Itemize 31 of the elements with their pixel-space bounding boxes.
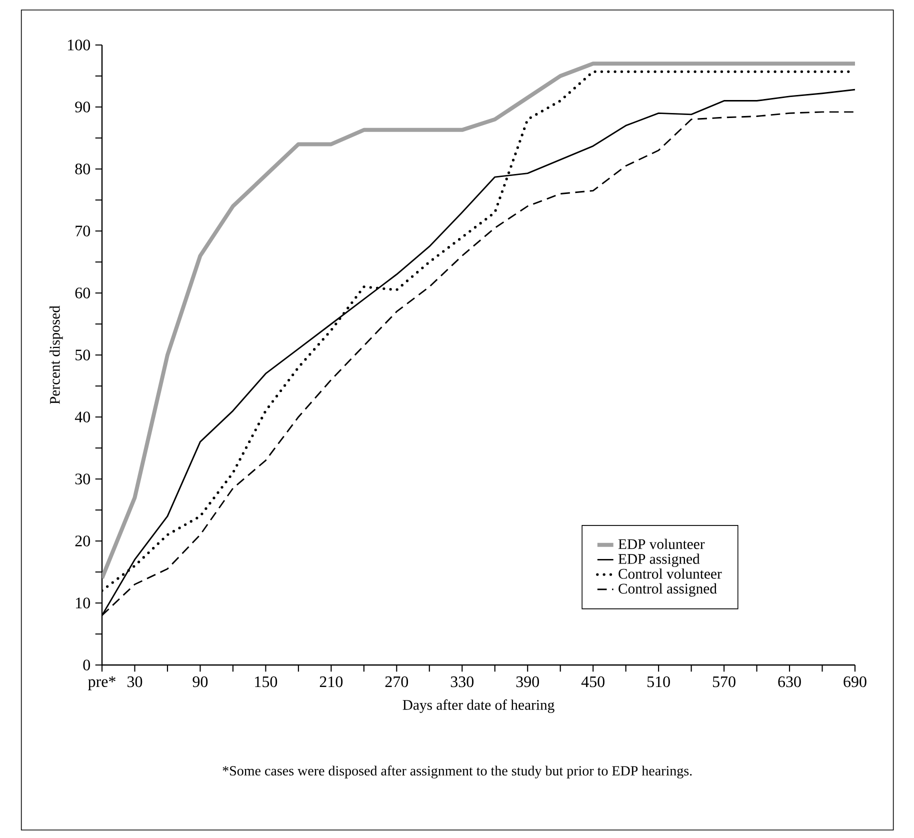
legend-label: Control assigned [618,583,717,597]
x-tick-label: 630 [778,676,801,688]
x-tick-label: 90 [192,676,208,688]
x-tick-label: pre* [88,676,116,690]
x-tick-label: 330 [450,676,474,688]
x-tick-label: 150 [255,676,278,688]
x-tick-label: 390 [516,676,539,688]
legend-label: EDP assigned [618,554,700,567]
y-tick-label: 50 [76,350,90,360]
y-tick-label: 60 [75,288,90,298]
y-tick-label: 80 [75,164,90,174]
text: *Some cases were disposed after assignment to the study but prior to EDP hearings. [222,766,692,778]
x-tick-label: 210 [320,676,343,688]
y-tick-label: 30 [75,474,90,484]
y-tick-label: 0 [83,660,90,670]
x-tick-label: 690 [844,676,866,688]
y-tick-label: 40 [74,412,90,422]
y-axis-title: Percent disposed [50,306,63,404]
legend-label: EDP volunteer [618,538,705,550]
x-tick-label: 570 [712,676,736,688]
x-tick-label: 30 [128,676,142,688]
y-tick-label: 100 [68,40,90,50]
y-tick-label: 70 [76,226,90,236]
x-axis-title: Days after date of hearing [402,699,554,713]
legend-label: Control volunteer [618,568,722,579]
y-tick-label: 90 [75,102,90,112]
x-tick-label: 450 [581,676,604,688]
x-tick-label: 510 [647,676,670,688]
y-tick-label: 20 [75,536,90,546]
x-tick-label: 270 [385,676,408,688]
y-tick-label: 10 [76,598,90,608]
